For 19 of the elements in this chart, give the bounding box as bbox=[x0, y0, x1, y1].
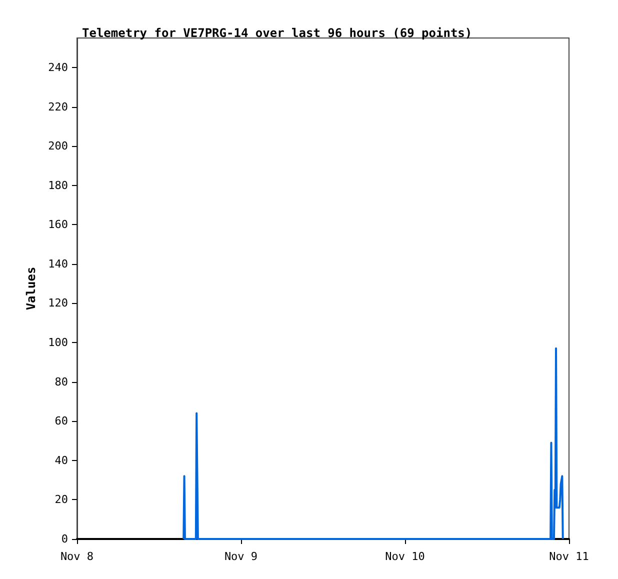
y-tick-label: 100 bbox=[48, 336, 68, 350]
x-tick-label: Nov 9 bbox=[224, 550, 258, 563]
y-tick-label: 40 bbox=[54, 454, 68, 467]
y-tick-label: 0 bbox=[61, 532, 68, 546]
chart-title: Telemetry for VE7PRG-14 over last 96 hours (69 points) bbox=[82, 26, 472, 40]
y-tick-label: 180 bbox=[48, 178, 68, 192]
y-tick-label: 120 bbox=[48, 296, 68, 310]
y-tick-label: 20 bbox=[54, 493, 68, 506]
y-tick-label: 160 bbox=[48, 218, 68, 232]
y-tick-label: 200 bbox=[48, 140, 68, 153]
x-tick-label: Nov 10 bbox=[385, 550, 425, 563]
y-tick-label: 220 bbox=[48, 100, 68, 114]
y-tick-label: 60 bbox=[54, 414, 68, 428]
y-tick-label: 140 bbox=[48, 257, 68, 270]
y-axis-title: Values bbox=[24, 266, 38, 310]
y-tick-label: 80 bbox=[54, 375, 68, 388]
y-tick-label: 240 bbox=[48, 60, 68, 74]
x-tick-label: Nov 11 bbox=[549, 550, 589, 563]
x-tick-label: Nov 8 bbox=[60, 550, 94, 563]
